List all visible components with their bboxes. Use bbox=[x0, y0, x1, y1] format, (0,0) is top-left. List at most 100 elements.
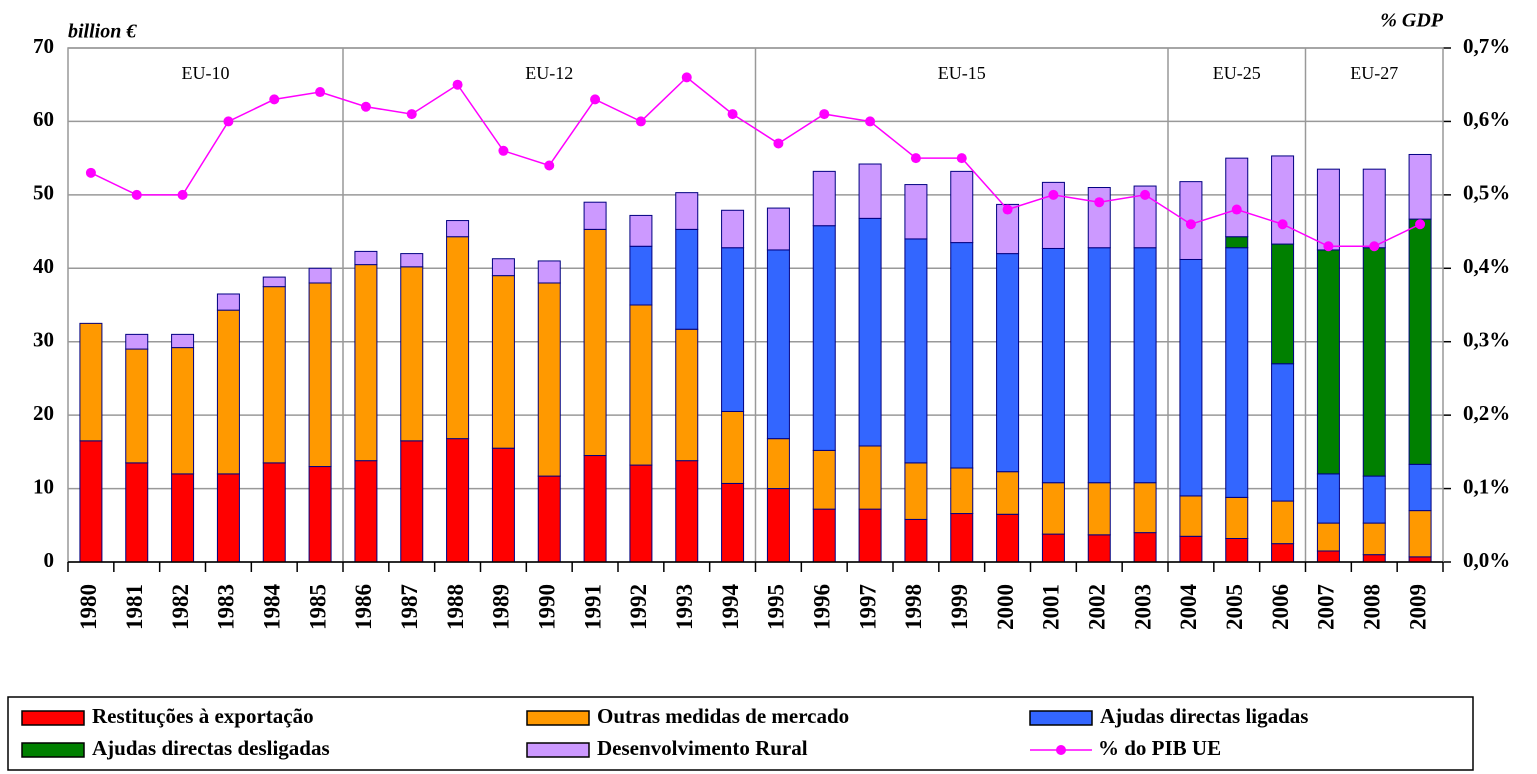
line-marker bbox=[177, 189, 188, 200]
bar-segment bbox=[950, 242, 974, 469]
y2-tick-label: 0,4% bbox=[1463, 254, 1510, 278]
bar-segment bbox=[1133, 532, 1157, 563]
x-tick-label: 2004 bbox=[1176, 584, 1201, 631]
x-tick-label: 2007 bbox=[1314, 584, 1339, 630]
legend-label: Desenvolvimento Rural bbox=[597, 736, 808, 760]
y2-tick-label: 0,5% bbox=[1463, 181, 1510, 205]
bar-segment bbox=[996, 471, 1020, 515]
x-tick-label: 2008 bbox=[1360, 584, 1385, 630]
line-marker bbox=[910, 153, 921, 164]
legend-swatch bbox=[21, 742, 85, 758]
line-marker bbox=[865, 116, 876, 127]
y2-axis-title: % GDP bbox=[1380, 10, 1444, 32]
bar-segment bbox=[858, 445, 882, 510]
bar-segment bbox=[766, 438, 790, 490]
bar-segment bbox=[721, 410, 745, 484]
bar-segment bbox=[1041, 247, 1065, 484]
legend-swatch bbox=[21, 710, 85, 726]
line-marker bbox=[1415, 219, 1426, 230]
era-label: EU-10 bbox=[182, 63, 230, 83]
bar-segment bbox=[1087, 534, 1111, 563]
bar-segment bbox=[721, 247, 745, 412]
line-marker bbox=[85, 167, 96, 178]
bar-segment bbox=[216, 293, 240, 311]
line-marker bbox=[956, 153, 967, 164]
bar-segment bbox=[1362, 522, 1386, 556]
x-tick-label: 1987 bbox=[397, 584, 422, 630]
bar-segment bbox=[766, 488, 790, 563]
bar-segment bbox=[1316, 550, 1340, 563]
era-label: EU-27 bbox=[1350, 63, 1398, 83]
bar-segment bbox=[1179, 535, 1203, 563]
y2-tick-label: 0,1% bbox=[1463, 474, 1510, 498]
bar-segment bbox=[812, 508, 836, 563]
line-marker bbox=[727, 109, 738, 120]
bar-segment bbox=[629, 464, 653, 563]
line-marker bbox=[544, 160, 555, 171]
bar-segment bbox=[675, 228, 699, 330]
y2-tick-label: 0,3% bbox=[1463, 328, 1510, 352]
y-axis-title: billion € bbox=[68, 21, 137, 43]
bar-segment bbox=[583, 201, 607, 230]
x-tick-label: 1986 bbox=[351, 584, 376, 630]
bar-segment bbox=[812, 449, 836, 510]
x-tick-label: 1996 bbox=[810, 584, 835, 630]
x-tick-label: 1995 bbox=[764, 584, 789, 630]
bar-segment bbox=[171, 347, 195, 475]
bar-segment bbox=[858, 163, 882, 219]
x-tick-label: 2005 bbox=[1222, 584, 1247, 630]
x-tick-label: 2009 bbox=[1405, 584, 1430, 630]
legend-label: % do PIB UE bbox=[1098, 736, 1221, 760]
bar-segment bbox=[262, 276, 286, 288]
legend-label: Restituções à exportação bbox=[92, 704, 314, 728]
bar-segment bbox=[858, 217, 882, 447]
bar-segment bbox=[400, 440, 424, 563]
bar-segment bbox=[308, 466, 332, 563]
bar-segment bbox=[1087, 247, 1111, 484]
bar-segment bbox=[537, 260, 561, 284]
bar-segment bbox=[1041, 181, 1065, 249]
bar-segment bbox=[1225, 236, 1249, 249]
bar-segment bbox=[1316, 249, 1340, 475]
bar-segment bbox=[812, 225, 836, 451]
x-tick-label: 1982 bbox=[168, 584, 193, 630]
line-marker bbox=[1369, 241, 1380, 252]
x-tick-label: 1980 bbox=[76, 584, 101, 630]
x-tick-label: 2003 bbox=[1130, 584, 1155, 630]
x-tick-label: 1990 bbox=[535, 584, 560, 630]
bar-segment bbox=[1271, 155, 1295, 245]
bar-segment bbox=[171, 473, 195, 563]
bar-segment bbox=[950, 170, 974, 244]
line-marker bbox=[1323, 241, 1334, 252]
line-marker bbox=[1185, 219, 1196, 230]
x-tick-label: 2002 bbox=[1085, 584, 1110, 630]
line-marker bbox=[819, 109, 830, 120]
bar-segment bbox=[537, 282, 561, 477]
line-marker bbox=[635, 116, 646, 127]
bar-segment bbox=[262, 286, 286, 464]
line-marker bbox=[223, 116, 234, 127]
era-label: EU-15 bbox=[938, 63, 986, 83]
bar-segment bbox=[125, 348, 149, 464]
line-marker bbox=[590, 94, 601, 105]
x-tick-label: 1994 bbox=[718, 584, 743, 631]
y-tick-label: 10 bbox=[33, 474, 54, 498]
bar-segment bbox=[216, 473, 240, 563]
x-tick-label: 1993 bbox=[672, 584, 697, 630]
bar-segment bbox=[1316, 168, 1340, 251]
line-marker bbox=[1140, 189, 1151, 200]
bar-segment bbox=[1408, 510, 1432, 558]
y-tick-label: 0 bbox=[44, 548, 55, 572]
bar-segment bbox=[125, 462, 149, 563]
legend-swatch bbox=[526, 742, 590, 758]
bar-segment bbox=[1087, 482, 1111, 536]
bar-segment bbox=[1179, 495, 1203, 537]
bar-segment bbox=[583, 455, 607, 563]
y-tick-label: 50 bbox=[33, 181, 54, 205]
bar-segment bbox=[79, 322, 103, 442]
bar-segment bbox=[354, 460, 378, 563]
line-marker bbox=[1277, 219, 1288, 230]
bar-segment bbox=[858, 508, 882, 563]
bar-segment bbox=[1133, 247, 1157, 484]
bar-segment bbox=[354, 250, 378, 266]
